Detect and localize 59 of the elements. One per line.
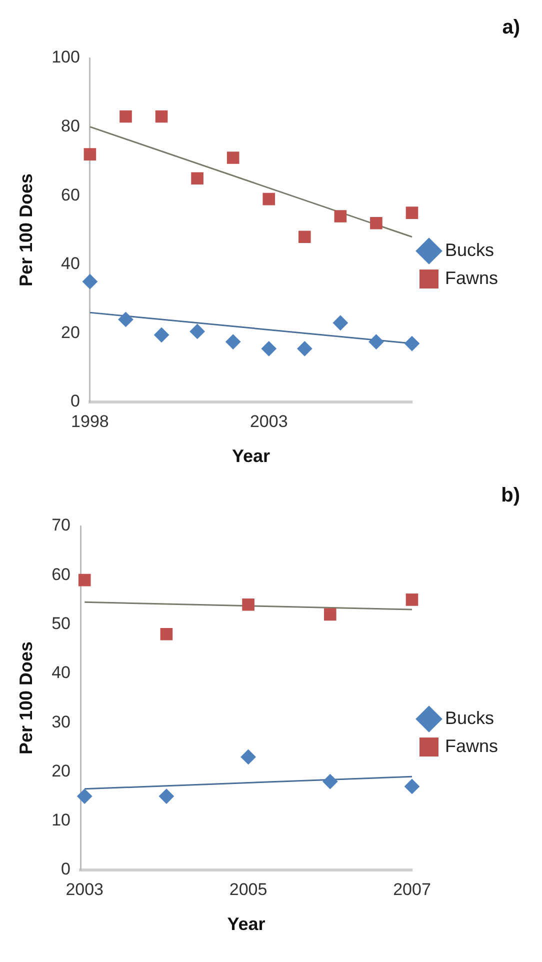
y-axis-title: Per 100 Does xyxy=(16,173,36,287)
point xyxy=(404,778,420,794)
point xyxy=(406,206,418,219)
point xyxy=(155,110,168,123)
point xyxy=(368,334,384,350)
x-tick-label: 2007 xyxy=(393,880,431,899)
y-tick-label: 80 xyxy=(61,116,80,136)
y-tick-label: 20 xyxy=(52,761,71,780)
y-axis-title: Per 100 Does xyxy=(16,641,36,755)
point xyxy=(191,172,204,185)
y-tick-label: 100 xyxy=(52,48,80,67)
point xyxy=(78,574,91,586)
text: b) xyxy=(501,484,520,507)
y-tick-label: 20 xyxy=(61,322,80,342)
x-tick-label: 2003 xyxy=(66,880,104,899)
point xyxy=(77,788,92,804)
point xyxy=(240,749,256,764)
x-tick-label: 2005 xyxy=(229,880,268,899)
y-tick-label: 0 xyxy=(61,860,71,879)
legend-label: Fawns xyxy=(444,736,498,756)
y-tick-label: 30 xyxy=(52,712,71,732)
y-tick-label: 10 xyxy=(52,810,71,830)
point xyxy=(370,216,382,230)
x-axis-title: Year xyxy=(227,914,266,934)
point xyxy=(322,774,338,790)
y-tick-label: 60 xyxy=(61,185,80,204)
y-tick-label: 50 xyxy=(52,614,71,633)
y-tick-label: 40 xyxy=(52,663,71,682)
point xyxy=(158,788,174,804)
point xyxy=(226,152,240,164)
point xyxy=(160,628,173,640)
x-tick-label: 1998 xyxy=(71,412,109,431)
point xyxy=(262,192,276,206)
point xyxy=(404,336,420,352)
point xyxy=(332,315,348,330)
y-tick-label: 70 xyxy=(52,516,71,535)
point xyxy=(242,598,254,611)
legend-label: Bucks xyxy=(444,708,494,728)
legend-label: Bucks xyxy=(444,240,494,260)
point xyxy=(298,230,311,244)
point xyxy=(406,594,418,606)
point xyxy=(324,608,336,621)
point xyxy=(261,341,276,356)
point xyxy=(84,148,96,160)
y-tick-label: 40 xyxy=(61,254,80,274)
x-tick-label: 2003 xyxy=(250,412,288,431)
x-axis-title: Year xyxy=(232,446,270,466)
point xyxy=(297,341,312,356)
y-tick-label: 60 xyxy=(52,564,71,584)
point xyxy=(190,324,205,339)
point xyxy=(226,334,241,350)
legend-label: Fawns xyxy=(444,268,498,288)
text: a) xyxy=(502,16,520,39)
y-tick-label: 0 xyxy=(70,392,80,411)
point xyxy=(82,274,98,290)
point xyxy=(154,327,170,342)
point xyxy=(334,210,347,222)
point xyxy=(120,110,132,123)
point xyxy=(118,312,134,327)
